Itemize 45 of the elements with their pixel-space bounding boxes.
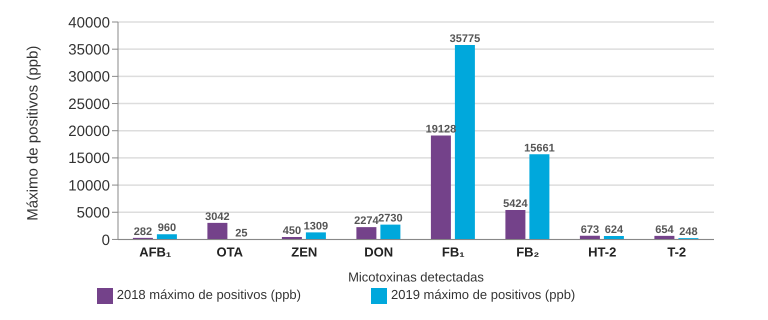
bar [156, 234, 177, 240]
bar [380, 224, 400, 240]
x-tick-label: AFB₁ [139, 244, 172, 260]
bar [454, 44, 475, 240]
x-axis-title: Micotoxinas detectadas [348, 269, 484, 284]
data-label: 2730 [378, 212, 403, 225]
data-label: 654 [655, 224, 674, 236]
x-tick-label: FB₂ [516, 244, 540, 260]
y-axis-title: Máximo de positivos (ppb) [24, 46, 42, 221]
data-label: 450 [282, 224, 302, 237]
data-label: 3042 [205, 210, 230, 223]
y-tick-label: 20000 [68, 123, 110, 140]
legend-label: 2018 máximo de positivos (ppb) [116, 287, 301, 302]
y-tick-label: 5000 [76, 204, 110, 222]
x-tick-label: OTA [216, 244, 244, 260]
x-tick-label: DON [364, 244, 394, 260]
data-label: 960 [158, 222, 176, 234]
bar [430, 135, 451, 240]
y-tick-label: 10000 [68, 177, 110, 194]
y-tick-label: 25000 [68, 96, 110, 113]
bar [356, 227, 376, 240]
bar [505, 210, 526, 240]
data-label: 624 [604, 224, 624, 236]
bar [529, 154, 550, 240]
data-label: 673 [580, 224, 600, 236]
y-tick-label: 30000 [68, 68, 110, 86]
y-tick-label: 35000 [68, 42, 110, 59]
legend-label: 2019 máximo de positivos (ppb) [391, 287, 576, 302]
x-tick-label: ZEN [291, 244, 318, 260]
data-label: 248 [679, 226, 698, 238]
y-tick-label: 15000 [68, 150, 110, 168]
data-label: 282 [134, 226, 152, 238]
bar [306, 232, 326, 240]
data-label: 1309 [304, 220, 328, 232]
x-tick-label: HT-2 [588, 244, 616, 260]
x-tick-label: T-2 [667, 244, 686, 260]
bar [207, 222, 228, 240]
x-tick-label: FB₁ [442, 244, 465, 260]
data-label: 2274 [354, 215, 380, 228]
data-label: 25 [235, 227, 248, 240]
data-label: 35775 [450, 32, 480, 45]
data-label: 5424 [503, 198, 529, 210]
data-label: 15661 [524, 142, 555, 154]
y-tick-label: 0 [102, 232, 110, 249]
y-tick-label: 40000 [68, 14, 110, 32]
